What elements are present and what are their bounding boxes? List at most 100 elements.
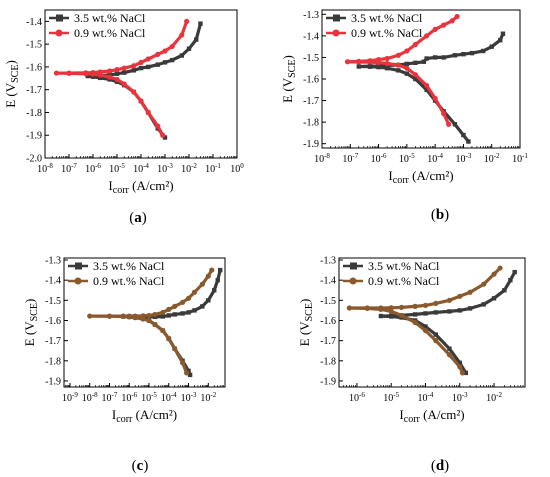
data-point <box>447 346 452 351</box>
series-line-1 <box>379 270 517 375</box>
data-point <box>441 22 447 28</box>
x-tick-label: 10-8 <box>82 391 98 404</box>
data-point <box>140 316 146 322</box>
x-tick-label: 10-4 <box>418 391 434 404</box>
x-tick-label: 10-5 <box>383 391 399 404</box>
x-tick-label: 10-5 <box>141 391 157 404</box>
x-tick-label: 10-2 <box>181 162 197 175</box>
data-point <box>388 305 394 311</box>
data-point <box>432 26 438 33</box>
data-point <box>424 82 430 89</box>
data-point <box>432 55 438 60</box>
x-axis-label: Icorr (A/cm²) <box>388 168 453 186</box>
x-tick-label: 10-3 <box>452 391 468 404</box>
panel-d: 10-6 10-5 10-4 10-3 10-2 -1.9 -1.8 -1.7 -1.6 -1.5… <box>297 256 526 474</box>
data-point <box>160 132 166 138</box>
legend-label: 3.5 wt.% NaCl <box>368 259 440 273</box>
data-point <box>422 327 429 334</box>
x-tick-label: 10-6 <box>121 391 137 404</box>
data-point <box>433 300 439 306</box>
data-point <box>131 68 136 73</box>
data-point <box>481 302 486 307</box>
data-point <box>209 267 215 273</box>
x-axis-label: Icorr (A/cm²) <box>108 178 173 196</box>
data-point <box>184 370 190 376</box>
x-tick-label: 10-6 <box>349 391 365 404</box>
data-point <box>179 32 185 38</box>
y-axis-label: E (VSCE) <box>297 299 315 347</box>
data-point <box>398 312 405 319</box>
x-tick-label: 10-8 <box>314 152 330 165</box>
data-point <box>384 55 390 62</box>
legend-marker <box>349 277 357 285</box>
data-point <box>432 95 438 102</box>
data-point <box>172 346 178 352</box>
data-point <box>378 313 384 319</box>
legend-label: 0.9 wt.% NaCl <box>368 274 440 288</box>
data-point <box>433 338 439 344</box>
data-point <box>166 313 171 318</box>
data-point <box>384 60 390 67</box>
y-tick-label: -1.9 <box>26 131 42 142</box>
data-point <box>205 273 211 279</box>
data-point <box>489 44 494 49</box>
data-point <box>53 70 60 76</box>
data-point <box>160 314 166 319</box>
data-point <box>180 311 185 316</box>
data-point <box>404 61 410 67</box>
data-point <box>172 312 177 317</box>
data-point <box>169 43 175 50</box>
data-point <box>146 64 151 70</box>
data-point <box>186 310 191 315</box>
data-point <box>83 71 89 77</box>
data-point <box>404 65 410 71</box>
data-point <box>179 299 186 305</box>
data-point <box>160 309 166 316</box>
data-point <box>449 18 455 24</box>
data-point <box>152 321 158 328</box>
panel-a: 10-8 10-7 10-6 10-5 10-4 10-3 10-2 10-1 100 -2.0 -… <box>3 9 244 226</box>
legend-marker <box>332 29 340 37</box>
panel-c: 10-9 10-8 10-7 10-6 10-5 10-4 10-3 10-2 -1.9 -1.8… <box>22 256 226 474</box>
data-point <box>185 295 192 301</box>
data-point <box>346 305 352 311</box>
y-tick-label: -1.8 <box>26 108 42 119</box>
y-axis-label: E (VSCE) <box>22 299 40 347</box>
y-tick-label: -2.0 <box>26 154 42 165</box>
data-point <box>491 271 497 277</box>
data-point <box>452 53 458 58</box>
legend-marker <box>55 29 63 37</box>
data-point <box>121 65 127 71</box>
x-tick-label: 10-2 <box>486 391 502 404</box>
data-point <box>138 98 144 104</box>
legend-marker <box>350 262 357 270</box>
series-line-1 <box>86 22 203 140</box>
x-tick-label: 10-7 <box>102 391 118 404</box>
data-point <box>446 297 453 303</box>
data-point <box>132 315 138 321</box>
data-point <box>131 89 137 95</box>
legend-label: 0.9 wt.% NaCl <box>93 274 165 288</box>
data-point <box>90 71 96 77</box>
data-point <box>447 309 452 314</box>
data-point <box>160 327 166 334</box>
y-tick-label: -1.9 <box>45 376 61 387</box>
y-tick-label: -1.3 <box>45 256 61 267</box>
data-point <box>146 317 152 324</box>
x-tick-label: 10-4 <box>133 162 149 175</box>
data-point <box>457 308 462 313</box>
data-point <box>155 123 161 129</box>
x-tick-label: 10-5 <box>399 152 415 165</box>
data-point <box>412 319 418 326</box>
data-point <box>412 303 418 309</box>
y-tick-label: -1.9 <box>303 139 319 150</box>
data-point <box>498 37 503 43</box>
data-point <box>378 306 384 312</box>
y-tick-label: -1.4 <box>45 276 61 287</box>
x-tick-label: 10-1 <box>205 162 221 175</box>
data-point <box>433 310 439 315</box>
y-tick-label: -1.6 <box>45 316 61 327</box>
x-tick-label: 10-6 <box>85 162 101 175</box>
plot-area <box>53 18 203 140</box>
